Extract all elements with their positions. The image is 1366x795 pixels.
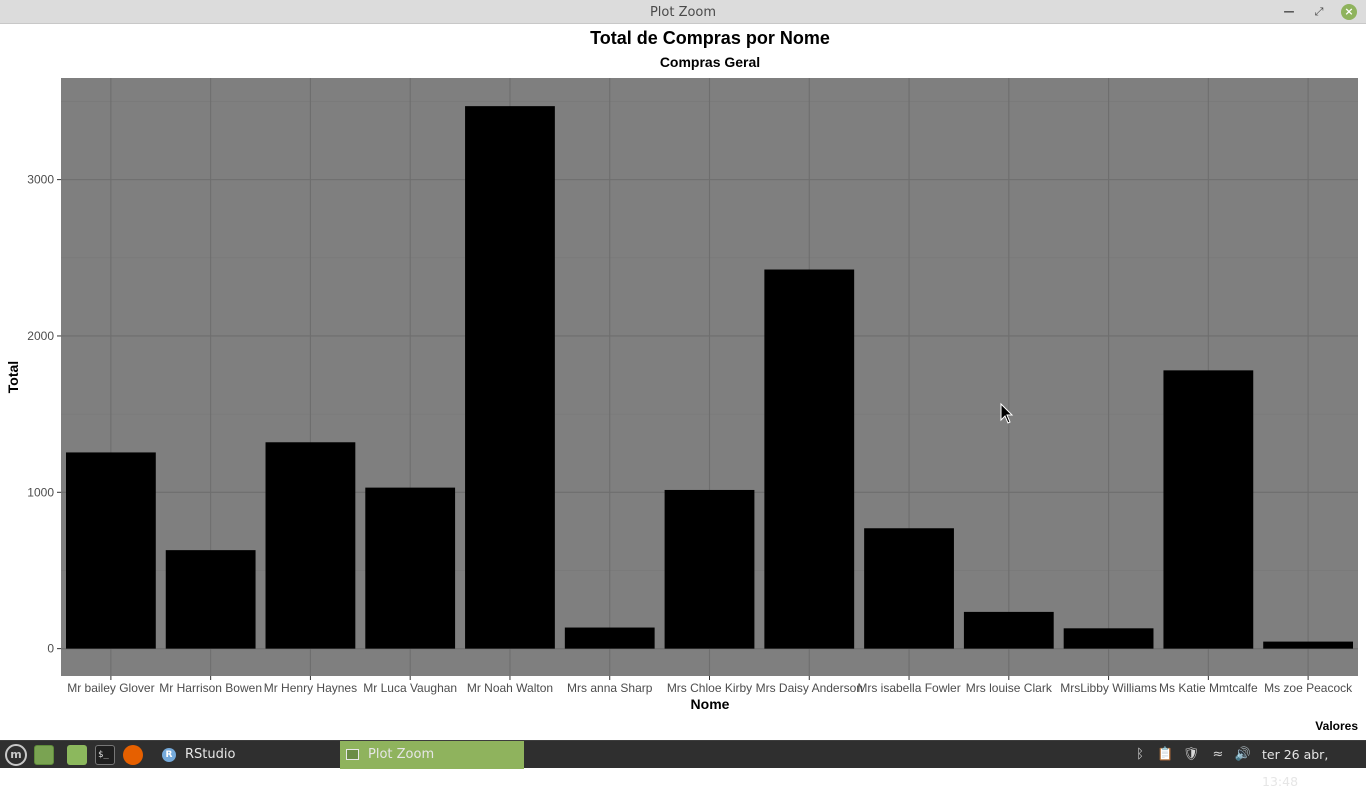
bars <box>65 106 1354 649</box>
terminal-icon[interactable]: $_ <box>95 745 115 765</box>
bar <box>265 442 356 649</box>
x-tick-label: Mr Henry Haynes <box>264 681 357 695</box>
y-tick-label: 1000 <box>27 485 54 499</box>
chart-title: Total de Compras por Nome <box>590 28 830 48</box>
plot-area: Total de Compras por Nome Compras Geral … <box>0 24 1366 740</box>
x-axis-ticks: Mr bailey Glover Mr Harrison Bowen Mr Henr… <box>67 676 1353 695</box>
x-tick-label: Ms zoe Peacock <box>1264 681 1353 695</box>
x-tick-label: Mr Noah Walton <box>467 681 553 695</box>
volume-icon[interactable]: 🔊 <box>1234 747 1252 762</box>
wifi-icon[interactable]: ≈ <box>1212 747 1224 762</box>
x-tick-label: Mr bailey Glover <box>67 681 154 695</box>
x-tick-label: MrsLibby Williams <box>1060 681 1157 695</box>
mouse-cursor <box>1000 402 1014 424</box>
rstudio-icon: R <box>162 748 176 762</box>
x-tick-label: Mrs Daisy Anderson <box>756 681 863 695</box>
bar <box>1063 628 1154 649</box>
y-tick-label: 3000 <box>27 173 54 187</box>
bar <box>963 611 1054 649</box>
bar <box>664 489 755 649</box>
bar <box>465 106 555 649</box>
clock[interactable]: ter 26 abr, 13:48 <box>1262 747 1329 789</box>
close-button[interactable]: × <box>1341 4 1357 20</box>
taskbar: m $_ R RStudio Plot Zoom ᛒ 📋 🛡 ≈ 🔊 ter 2… <box>0 740 1366 789</box>
bar-chart: Total de Compras por Nome Compras Geral … <box>5 28 1358 733</box>
bar <box>564 627 655 649</box>
firefox-icon[interactable] <box>123 745 143 765</box>
y-tick-label: 0 <box>47 642 54 656</box>
task-plot-zoom[interactable]: Plot Zoom <box>340 741 524 769</box>
clipboard-icon[interactable]: 📋 <box>1157 747 1174 762</box>
bluetooth-icon[interactable]: ᛒ <box>1136 747 1144 762</box>
bar <box>1163 370 1254 649</box>
x-tick-label: Mrs anna Sharp <box>567 681 653 695</box>
y-axis-ticks: 0 1000 2000 3000 <box>27 173 61 656</box>
show-desktop-icon[interactable] <box>34 745 54 765</box>
task-label: RStudio <box>185 747 236 762</box>
folder-icon[interactable] <box>67 745 87 765</box>
bar <box>864 528 954 649</box>
x-tick-label: Mrs isabella Fowler <box>857 681 960 695</box>
x-tick-label: Mrs louise Clark <box>966 681 1053 695</box>
bar <box>365 487 456 649</box>
x-tick-label: Mrs Chloe Kirby <box>667 681 752 695</box>
window-titlebar[interactable]: Plot Zoom — ⤢ × <box>0 0 1366 24</box>
maximize-button[interactable]: ⤢ <box>1314 5 1324 18</box>
x-tick-label: Ms Katie Mmtcalfe <box>1159 681 1258 695</box>
bar <box>1263 641 1354 649</box>
y-axis-label: Total <box>5 361 21 393</box>
bar <box>764 269 855 649</box>
y-tick-label: 2000 <box>27 329 54 343</box>
menu-icon[interactable]: m <box>5 744 27 766</box>
task-rstudio[interactable]: R RStudio <box>154 741 336 769</box>
x-tick-label: Mr Harrison Bowen <box>159 681 262 695</box>
bar <box>65 452 156 649</box>
window-icon <box>346 749 359 760</box>
x-axis-label: Nome <box>691 696 730 712</box>
chart-caption: Valores <box>1315 719 1358 733</box>
minimize-button[interactable]: — <box>1283 5 1295 18</box>
window-title: Plot Zoom <box>649 5 717 20</box>
x-tick-label: Mr Luca Vaughan <box>363 681 457 695</box>
bar <box>165 550 256 649</box>
task-label: Plot Zoom <box>368 747 435 762</box>
shield-icon[interactable]: 🛡 <box>1182 747 1200 762</box>
chart-subtitle: Compras Geral <box>660 54 760 70</box>
